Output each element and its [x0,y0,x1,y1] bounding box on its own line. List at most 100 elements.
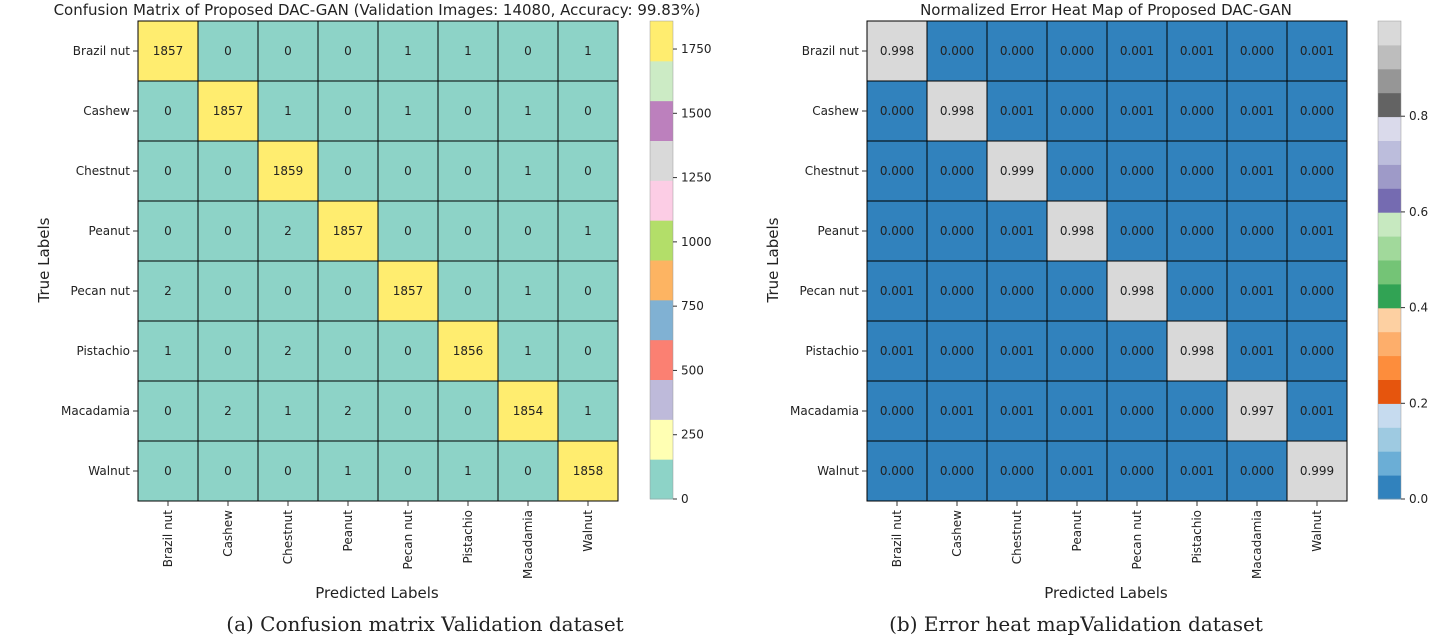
confusion-matrix-row-label: Walnut [88,464,130,478]
error-heatmap-xlabel: Predicted Labels [1044,584,1168,602]
error-heatmap-colorbar-band [1378,21,1401,46]
error-heatmap-cell [926,260,988,322]
confusion-matrix-cell [197,140,259,202]
confusion-matrix-cell-value: 0 [224,464,232,478]
error-heatmap-colorbar-tick: 0.4 [1409,301,1428,315]
confusion-matrix-cell [437,80,499,142]
error-heatmap-cell-value: 0.000 [1120,224,1154,238]
confusion-matrix-cell [497,140,559,202]
confusion-matrix-cell-value: 0 [464,284,472,298]
error-heatmap-cell [1226,20,1288,82]
error-heatmap-cell-value: 0.998 [1180,344,1214,358]
confusion-matrix-cell-value: 1 [584,404,592,418]
confusion-matrix-colorbar-tick: 0 [681,492,689,506]
error-heatmap-cell [1106,320,1168,382]
confusion-matrix-cell-value: 0 [404,164,412,178]
confusion-matrix-row-label: Cashew [83,104,130,118]
confusion-matrix-cell [377,320,439,382]
error-heatmap-colorbar-band [1378,427,1401,452]
error-heatmap-cell-value: 0.001 [1240,284,1274,298]
confusion-matrix-cell-value: 1 [164,344,172,358]
error-heatmap-cell-value: 0.000 [1060,164,1094,178]
error-heatmap-cell-value: 0.001 [1000,104,1034,118]
error-heatmap-cell-value: 0.000 [1180,284,1214,298]
error-heatmap-cell-value: 0.001 [1300,404,1334,418]
confusion-matrix-xlabel: Predicted Labels [315,584,439,602]
error-heatmap-cell [1166,320,1228,382]
error-heatmap-column-labels: Brazil nut Cashew Chestnut Peanut Pecan nut P… [890,501,1324,579]
error-heatmap-cell-value: 0.000 [1240,224,1274,238]
error-heatmap-cell [986,320,1048,382]
error-heatmap-cell [926,440,988,502]
error-heatmap-cell-value: 0.000 [1000,44,1034,58]
error-heatmap-cell-value: 0.000 [1180,164,1214,178]
error-heatmap-colorbar-band [1378,188,1401,213]
confusion-matrix-cell-value: 0 [344,284,352,298]
confusion-matrix-cell [257,380,319,442]
error-heatmap-cell [1046,20,1108,82]
error-heatmap-cell [1226,140,1288,202]
confusion-matrix-cell-value: 2 [284,224,292,238]
confusion-matrix-grid: 1857 0 0 0 1 1 0 1 0 1857 1 0 1 0 1 0 0 0 1859 0 0 0 1 0 0 0 2 1857… [137,20,619,502]
confusion-matrix-cell [317,140,379,202]
error-heatmap-cell [926,200,988,262]
confusion-matrix-column-label: Pecan nut [401,510,415,570]
error-heatmap-cell-value: 0.001 [1000,404,1034,418]
confusion-matrix-cell-value: 0 [464,404,472,418]
confusion-matrix-cell-value: 1857 [393,284,424,298]
confusion-matrix-cell [257,200,319,262]
error-heatmap-cell-value: 0.000 [880,224,914,238]
error-heatmap-cell-value: 0.001 [1240,164,1274,178]
error-heatmap-cell-value: 0.999 [1300,464,1334,478]
error-heatmap-cell-value: 0.000 [1240,464,1274,478]
error-heatmap-colorbar-tick: 0.6 [1409,205,1428,219]
error-heatmap-cell [1046,200,1108,262]
confusion-matrix-colorbar-band [650,260,673,301]
confusion-matrix-colorbar-band [650,220,673,261]
error-heatmap-row-labels: Brazil nut Cashew Chestnut Peanut Pecan nut P… [790,44,867,478]
confusion-matrix-column-label: Peanut [341,510,355,552]
error-heatmap-ylabel: True Labels [764,217,782,303]
error-heatmap-colorbar-band [1378,44,1401,70]
confusion-matrix-cell-value: 1854 [513,404,544,418]
confusion-matrix-colorbar: 0 250 500 750 1000 1250 1500 1750 [649,20,712,506]
confusion-matrix-cell [437,140,499,202]
error-heatmap-cell [1286,200,1348,262]
error-heatmap-colorbar-band [1378,140,1401,165]
confusion-matrix-cell [377,200,439,262]
confusion-matrix-cell [497,380,559,442]
confusion-matrix-cell [377,440,439,502]
confusion-matrix-row-label: Peanut [89,224,131,238]
confusion-matrix-cell-value: 0 [224,284,232,298]
error-heatmap-cell-value: 0.000 [940,164,974,178]
error-heatmap-row-label: Macadamia [790,404,859,418]
error-heatmap-row-label: Pistachio [806,344,860,358]
confusion-matrix-cell [557,260,619,322]
confusion-matrix-cell-value: 1 [584,224,592,238]
error-heatmap-cell [926,380,988,442]
error-heatmap-colorbar-band [1378,451,1401,476]
error-heatmap-cell-value: 0.000 [1000,284,1034,298]
confusion-matrix-cell-value: 0 [524,44,532,58]
error-heatmap-colorbar-band [1378,164,1401,189]
confusion-matrix-cell [137,380,199,442]
confusion-matrix-cell-value: 1 [284,404,292,418]
confusion-matrix-cell-value: 1 [344,464,352,478]
error-heatmap-cell [1046,80,1108,142]
confusion-matrix-cell-value: 0 [224,164,232,178]
confusion-matrix-row-label: Macadamia [61,404,130,418]
confusion-matrix-cell-value: 1 [524,284,532,298]
error-heatmap-cell-value: 0.001 [880,344,914,358]
error-heatmap-cell-value: 0.000 [940,284,974,298]
confusion-matrix-cell-value: 0 [464,164,472,178]
confusion-matrix-colorbar-tick: 750 [681,299,704,313]
confusion-matrix-cell [257,140,319,202]
error-heatmap-colorbar-band [1378,283,1401,309]
error-heatmap-cell-value: 0.000 [1180,404,1214,418]
error-heatmap-cell [1106,260,1168,322]
confusion-matrix-cell-value: 0 [524,464,532,478]
error-heatmap-cell [1166,80,1228,142]
error-heatmap-cell-value: 0.001 [1000,224,1034,238]
error-heatmap-cell [866,80,928,142]
error-heatmap-cell [1106,20,1168,82]
